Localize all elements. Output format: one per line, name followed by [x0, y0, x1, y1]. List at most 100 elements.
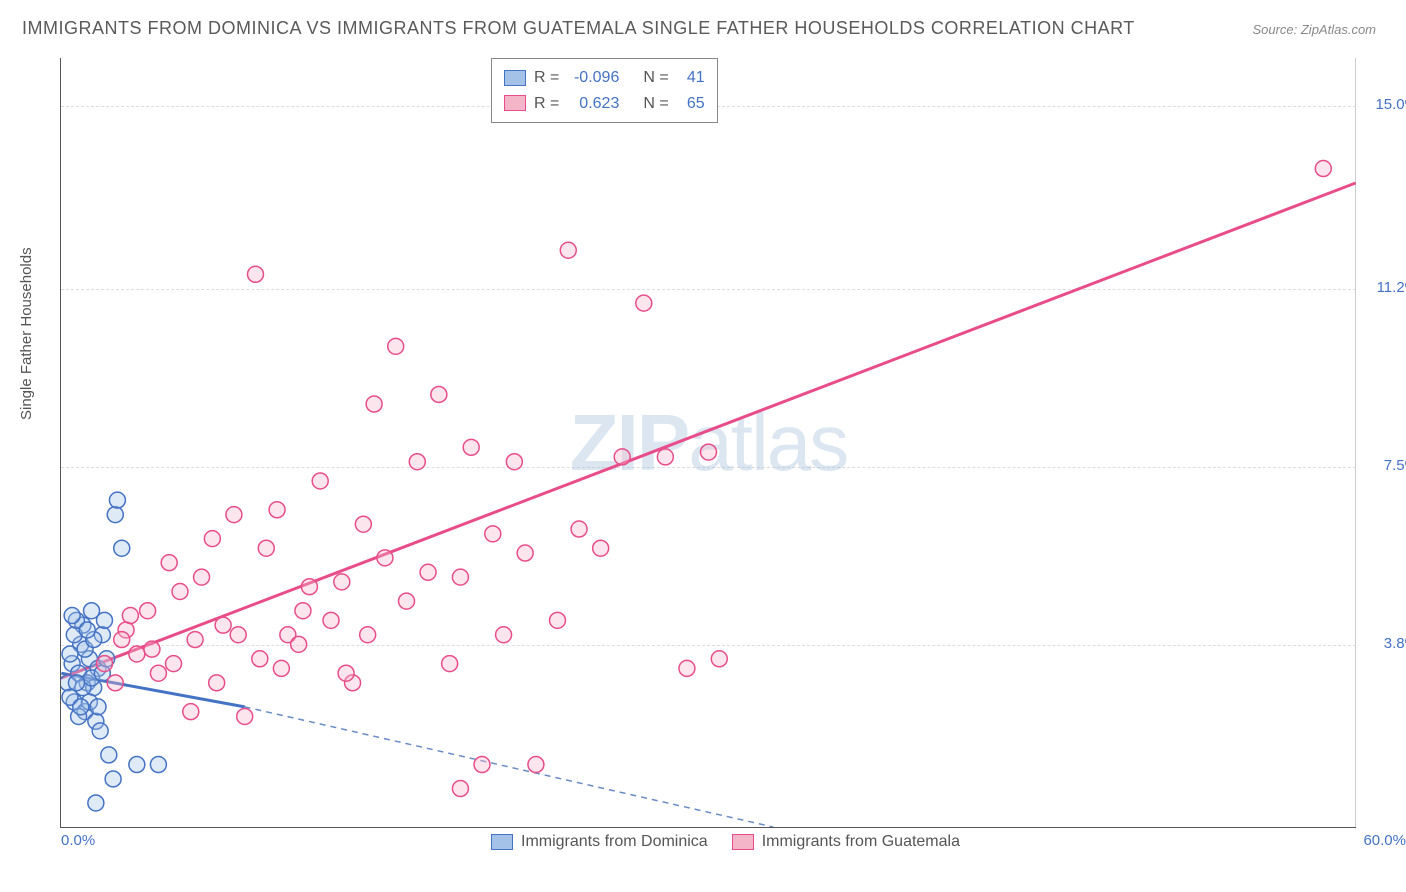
data-point: [377, 550, 393, 566]
data-point: [291, 636, 307, 652]
bottom-legend: Immigrants from Dominica Immigrants from…: [491, 833, 960, 851]
data-point: [388, 338, 404, 354]
regression-line: [61, 183, 1355, 678]
data-point: [312, 473, 328, 489]
stats-n-value: 65: [677, 91, 705, 117]
data-point: [161, 555, 177, 571]
data-point: [204, 531, 220, 547]
series-name: Immigrants from Dominica: [521, 833, 708, 851]
data-point: [550, 612, 566, 628]
data-point: [506, 454, 522, 470]
chart-container: IMMIGRANTS FROM DOMINICA VS IMMIGRANTS F…: [0, 0, 1406, 892]
stats-r-label: R =: [534, 91, 559, 117]
y-tick-label: 15.0%: [1363, 96, 1406, 113]
data-point: [107, 675, 123, 691]
data-point: [442, 656, 458, 672]
data-point: [144, 641, 160, 657]
regression-line-dash: [245, 707, 774, 827]
stats-n-label: N =: [643, 91, 668, 117]
y-tick-label: 7.5%: [1363, 457, 1406, 474]
data-point: [122, 608, 138, 624]
data-point: [355, 516, 371, 532]
data-point: [560, 242, 576, 258]
data-point: [209, 675, 225, 691]
bottom-legend-item-1: Immigrants from Guatemala: [732, 833, 960, 851]
data-point: [88, 795, 104, 811]
data-point: [463, 439, 479, 455]
data-point: [334, 574, 350, 590]
data-point: [273, 660, 289, 676]
stats-row-1: R = 0.623 N = 65: [504, 91, 705, 117]
y-axis-label: Single Father Households: [18, 247, 35, 420]
data-point: [150, 665, 166, 681]
data-point: [614, 449, 630, 465]
data-point: [269, 502, 285, 518]
data-point: [452, 569, 468, 585]
y-tick-label: 11.2%: [1363, 279, 1406, 296]
data-point: [183, 704, 199, 720]
x-tick-max: 60.0%: [1363, 832, 1406, 849]
data-point: [114, 632, 130, 648]
y-tick-label: 3.8%: [1363, 635, 1406, 652]
data-point: [1315, 161, 1331, 177]
data-point: [96, 612, 112, 628]
data-point: [323, 612, 339, 628]
data-point: [701, 444, 717, 460]
data-point: [90, 699, 106, 715]
plot-area: ZIPatlas R = -0.096 N = 41 R = 0.623 N =…: [60, 58, 1356, 828]
data-point: [187, 632, 203, 648]
data-point: [366, 396, 382, 412]
data-point: [114, 540, 130, 556]
data-point: [474, 757, 490, 773]
data-point: [409, 454, 425, 470]
x-tick-min: 0.0%: [61, 832, 95, 849]
data-point: [528, 757, 544, 773]
data-point: [129, 646, 145, 662]
data-point: [360, 627, 376, 643]
data-point: [420, 564, 436, 580]
chart-svg: [61, 58, 1356, 827]
stats-row-0: R = -0.096 N = 41: [504, 65, 705, 91]
data-point: [166, 656, 182, 672]
stats-r-value: 0.623: [567, 91, 619, 117]
legend-swatch-icon: [491, 834, 513, 850]
legend-swatch-icon: [504, 70, 526, 86]
data-point: [636, 295, 652, 311]
data-point: [295, 603, 311, 619]
data-point: [215, 617, 231, 633]
data-point: [338, 665, 354, 681]
data-point: [301, 579, 317, 595]
data-point: [73, 699, 89, 715]
data-point: [571, 521, 587, 537]
data-point: [657, 449, 673, 465]
bottom-legend-item-0: Immigrants from Dominica: [491, 833, 708, 851]
stats-r-label: R =: [534, 65, 559, 91]
data-point: [92, 723, 108, 739]
data-point: [64, 608, 80, 624]
data-point: [517, 545, 533, 561]
data-point: [711, 651, 727, 667]
stats-n-value: 41: [677, 65, 705, 91]
data-point: [226, 507, 242, 523]
data-point: [247, 266, 263, 282]
data-point: [258, 540, 274, 556]
data-point: [96, 656, 112, 672]
data-point: [399, 593, 415, 609]
data-point: [194, 569, 210, 585]
data-point: [150, 757, 166, 773]
data-point: [485, 526, 501, 542]
legend-swatch-icon: [732, 834, 754, 850]
data-point: [452, 781, 468, 797]
data-point: [679, 660, 695, 676]
data-point: [109, 492, 125, 508]
series-name: Immigrants from Guatemala: [762, 833, 960, 851]
legend-swatch-icon: [504, 95, 526, 111]
stats-n-label: N =: [643, 65, 668, 91]
data-point: [237, 708, 253, 724]
data-point: [496, 627, 512, 643]
data-point: [101, 747, 117, 763]
data-point: [172, 584, 188, 600]
data-point: [593, 540, 609, 556]
data-point: [129, 757, 145, 773]
data-point: [79, 622, 95, 638]
